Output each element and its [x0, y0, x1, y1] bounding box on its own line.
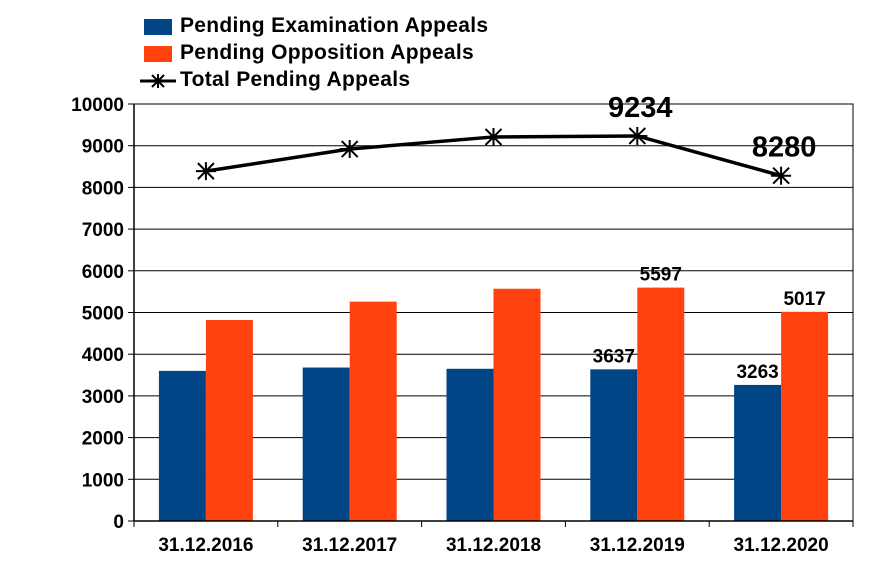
- legend-swatch-examination: [144, 19, 172, 35]
- y-tick-label: 10000: [71, 95, 124, 116]
- bar: [590, 369, 638, 521]
- line-point: [339, 140, 360, 159]
- line-point: [627, 126, 648, 145]
- total-line: [195, 126, 792, 185]
- y-tick-label: 3000: [82, 387, 124, 408]
- x-tick-label: 31.12.2017: [302, 535, 397, 556]
- y-tick-label: 1000: [82, 470, 124, 491]
- y-tick-label: 4000: [82, 345, 124, 366]
- bar: [637, 287, 685, 521]
- legend-swatch-opposition: [144, 46, 172, 62]
- legend-star-marker-icon: [140, 74, 176, 88]
- bar-value-label: 3263: [736, 362, 778, 383]
- bar-value-label: 5597: [640, 265, 682, 286]
- bar: [493, 288, 541, 521]
- bar: [158, 370, 206, 521]
- legend-label-total: Total Pending Appeals: [180, 68, 411, 91]
- line-point: [771, 166, 792, 185]
- line-point: [195, 162, 216, 181]
- total-value-label: 9234: [608, 92, 673, 124]
- total-value-label: 8280: [752, 132, 817, 164]
- x-tick-label: 31.12.2020: [734, 535, 829, 556]
- bar-value-label: 5017: [783, 289, 825, 310]
- axes: 0 1000 2000 3000 4000 5000 6000 7000 8000 9000 100…: [71, 95, 854, 556]
- line-point: [483, 127, 504, 146]
- legend-label-examination: Pending Examination Appeals: [180, 14, 489, 37]
- bar: [349, 301, 397, 521]
- bar: [205, 320, 253, 521]
- y-tick-label: 9000: [82, 137, 124, 158]
- y-tick-label: 7000: [82, 220, 124, 241]
- bar: [781, 311, 829, 521]
- legend-label-opposition: Pending Opposition Appeals: [180, 41, 475, 64]
- y-tick-label: 0: [113, 512, 124, 533]
- x-tick-label: 31.12.2019: [590, 535, 685, 556]
- y-tick-label: 6000: [82, 262, 124, 283]
- x-tick-label: 31.12.2018: [446, 535, 541, 556]
- y-tick-label: 8000: [82, 178, 124, 199]
- bar: [302, 367, 350, 521]
- bar: [446, 368, 494, 521]
- bars: [158, 287, 829, 521]
- y-tick-label: 5000: [82, 304, 124, 325]
- bar-value-label: 3637: [593, 346, 635, 367]
- y-tick-label: 2000: [82, 429, 124, 450]
- x-tick-label: 31.12.2016: [158, 535, 253, 556]
- bar: [734, 384, 782, 521]
- data-labels: 3637 3263 5597 5017 9234 8280: [593, 92, 826, 383]
